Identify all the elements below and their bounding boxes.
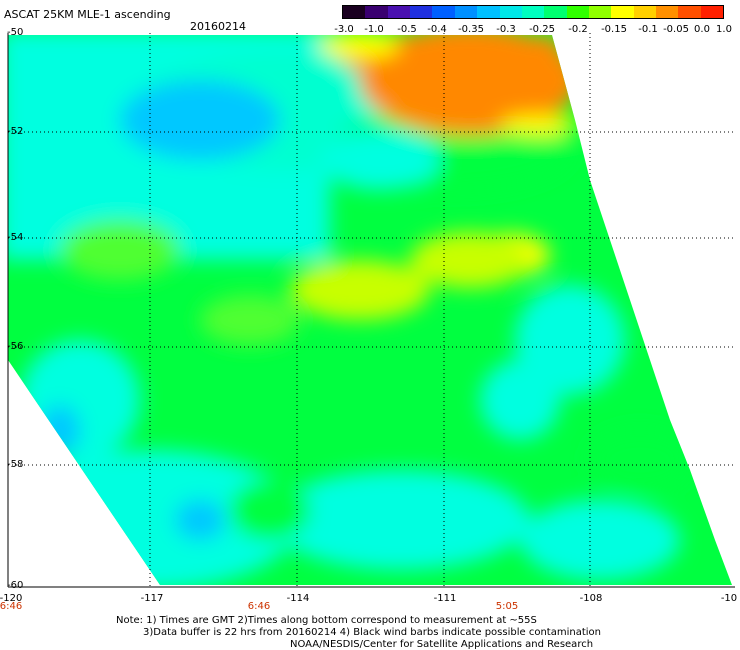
footnote-line-1: Note: 1) Times are GMT 2)Times along bot…: [116, 615, 537, 626]
lat-label: -56: [7, 341, 24, 352]
map-date: 20160214: [190, 20, 246, 33]
scale-label: -0.3: [496, 24, 516, 35]
field-patch: [120, 80, 280, 160]
color-scale-segment: [477, 6, 500, 18]
scale-label: -0.05: [663, 24, 689, 35]
lon-label: -10: [720, 593, 738, 604]
field-patch: [20, 340, 140, 460]
scale-label: -3.0: [334, 24, 354, 35]
swath-field: [8, 35, 690, 585]
color-scale-segment: [678, 6, 701, 18]
time-label: 5:05: [495, 601, 519, 612]
scale-label: -0.1: [638, 24, 658, 35]
lon-label: -108: [579, 593, 603, 604]
field-patch: [270, 470, 530, 570]
color-scale-segment: [343, 6, 366, 18]
field-patch: [500, 115, 580, 135]
time-label: 6:46: [247, 601, 271, 612]
scale-label: -0.4: [427, 24, 447, 35]
color-scale-segment: [656, 6, 679, 18]
color-scale-segment: [700, 6, 724, 18]
color-scale-segment: [633, 6, 657, 18]
map-title: ASCAT 25KM MLE-1 ascending: [4, 8, 171, 21]
color-scale-segment: [410, 6, 433, 18]
scale-label: 0.0: [694, 24, 710, 35]
field-patch: [230, 480, 310, 540]
lon-label: -114: [286, 593, 310, 604]
footnote-line-2: 3)Data buffer is 22 hrs from 20160214 4)…: [143, 627, 601, 638]
lat-label: -60: [7, 580, 24, 591]
color-scale-segment: [454, 6, 478, 18]
color-scale-segment: [432, 6, 455, 18]
field-patch: [200, 295, 300, 345]
color-scale-segment: [387, 6, 411, 18]
color-scale-segment: [365, 6, 388, 18]
field-patch: [480, 360, 560, 440]
scale-label: -0.5: [397, 24, 417, 35]
lat-label: -54: [7, 232, 24, 243]
field-patch: [320, 130, 440, 190]
color-scale-segment: [544, 6, 567, 18]
color-scale-bar: [342, 5, 724, 19]
color-scale-segment: [566, 6, 589, 18]
scale-label: -0.35: [458, 24, 484, 35]
scale-label: -0.15: [601, 24, 627, 35]
field-patch: [40, 405, 80, 455]
color-scale-labels: -3.0 -1.0 -0.5 -0.4 -0.35 -0.3 -0.25 -0.…: [330, 25, 740, 37]
lat-label: -58: [7, 459, 24, 470]
color-scale-segment: [588, 6, 612, 18]
data-swath: [8, 35, 732, 585]
field-patch: [175, 500, 225, 540]
scale-label: -0.25: [529, 24, 555, 35]
color-scale-segment: [521, 6, 545, 18]
lat-label: -50: [7, 27, 24, 38]
scale-label: -0.2: [568, 24, 588, 35]
field-patch: [290, 260, 430, 320]
lon-label: -117: [140, 593, 164, 604]
lon-label: -120: [0, 593, 23, 604]
scale-label: 1.0: [716, 24, 732, 35]
field-patch: [590, 430, 690, 490]
field-patch: [60, 220, 180, 280]
field-patch: [520, 500, 680, 580]
color-scale-segment: [611, 6, 634, 18]
time-label: 6:46: [0, 601, 23, 612]
graticule: [8, 33, 735, 587]
scale-label: -1.0: [364, 24, 384, 35]
field-patch: [320, 35, 400, 59]
color-scale-segment: [499, 6, 522, 18]
field-patch: [410, 232, 530, 288]
lat-label: -52: [7, 126, 24, 137]
lon-label: -111: [433, 593, 457, 604]
footnote-line-3: NOAA/NESDIS/Center for Satellite Applica…: [290, 639, 594, 650]
